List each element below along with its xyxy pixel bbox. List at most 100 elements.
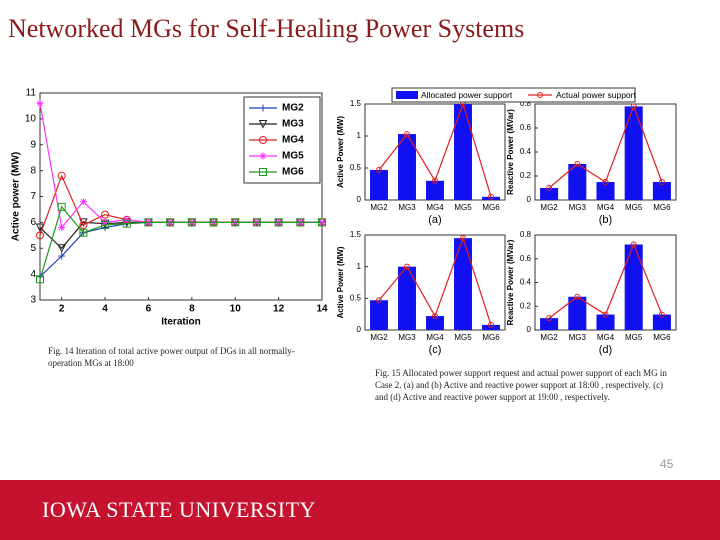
series-line [378,102,492,197]
marker [574,161,581,167]
y-tick-label: 1.5 [350,99,362,108]
x-tick-label: MG3 [569,333,587,342]
marker [79,198,87,206]
marker [259,168,267,176]
series-line [39,174,322,236]
y-tick-label: 0 [357,325,362,334]
caption: Fig. 15 Allocated power support request … [375,368,667,402]
marker [630,103,637,110]
x-tick-label: MG5 [454,203,472,212]
y-tick-label: 0 [527,195,532,204]
marker [376,297,382,304]
x-tick-label: 6 [146,304,152,315]
x-tick-label: 4 [102,304,108,315]
bar [568,296,587,330]
x-tick-label: MG6 [653,333,671,342]
y-tick-label: 0 [527,325,532,334]
x-tick-label: MG2 [540,203,558,212]
legend-label: MG6 [282,167,304,178]
marker [58,224,66,232]
marker [144,218,153,227]
marker [488,193,494,200]
y-tick-label: 0.2 [520,301,532,310]
x-tick-label: 2 [59,304,65,315]
marker [57,171,66,180]
y-axis-label: Active Power (MW) [336,116,345,188]
x-tick-label: MG2 [370,203,388,212]
marker [36,275,44,284]
bar [398,266,416,330]
marker [252,218,261,227]
marker [101,210,110,219]
y-tick-label: 10 [25,114,37,125]
y-tick-label: 1 [357,262,362,271]
marker [318,218,326,227]
legend-swatch [396,91,418,99]
marker [101,220,110,229]
y-tick-label: 9 [30,139,36,150]
y-tick-label: 5 [30,243,36,254]
bar [596,182,615,200]
marker [404,131,410,138]
marker [122,219,131,228]
marker [546,315,553,322]
marker [58,252,66,260]
bar [426,180,444,200]
y-axis-label: Active Power (MW) [336,246,345,318]
y-tick-label: 0.4 [520,278,532,287]
x-tick-label: 12 [273,304,285,315]
y-tick-label: 1 [357,131,362,140]
x-tick-label: MG2 [540,333,558,342]
y-tick-label: 8 [30,165,36,176]
marker [432,313,438,320]
footer-band: IOWA STATE UNIVERSITY [0,480,720,540]
marker [79,220,88,229]
marker [546,185,553,191]
y-tick-label: 0.6 [520,254,532,263]
legend-label: MG2 [282,103,304,114]
marker [274,218,283,227]
legend-label: Allocated power support [421,90,513,100]
y-tick-label: 3 [30,295,36,306]
y-tick-label: 1.5 [350,230,362,239]
x-tick-label: MG6 [653,203,671,212]
x-tick-label: 14 [316,304,328,315]
bar [540,318,559,330]
y-tick-label: 11 [26,88,37,99]
series-line [378,236,492,326]
y-tick-label: 0.6 [520,123,532,132]
subplot-label: (b) [599,214,612,226]
x-tick-label: MG6 [482,333,500,342]
marker [36,99,44,107]
x-tick-label: MG3 [398,333,416,342]
bar [398,134,416,200]
marker [376,166,382,173]
y-tick-label: 0.5 [350,293,362,302]
marker [166,218,175,227]
y-tick-label: 0.5 [350,163,362,172]
slide-title: Networked MGs for Self-Healing Power Sys… [8,14,525,43]
bar [624,106,643,200]
marker [79,228,88,237]
marker [658,311,665,318]
legend-label: MG4 [282,135,304,146]
marker [432,177,438,184]
y-axis-label: Reactive Power (MVar) [506,109,515,195]
marker [57,202,66,211]
marker [460,235,466,242]
marker [296,218,305,227]
x-tick-label: MG4 [597,203,615,212]
y-tick-label: 6 [30,217,36,228]
x-tick-label: MG5 [625,333,643,342]
marker [231,218,240,227]
bar [568,164,587,200]
x-tick-label: MG3 [398,203,416,212]
bar [540,188,559,200]
x-tick-label: MG2 [370,333,388,342]
x-axis-label: Iteration [161,317,200,328]
x-tick-label: MG4 [597,333,615,342]
y-tick-label: 0 [357,195,362,204]
marker [258,120,268,129]
marker [209,218,218,227]
